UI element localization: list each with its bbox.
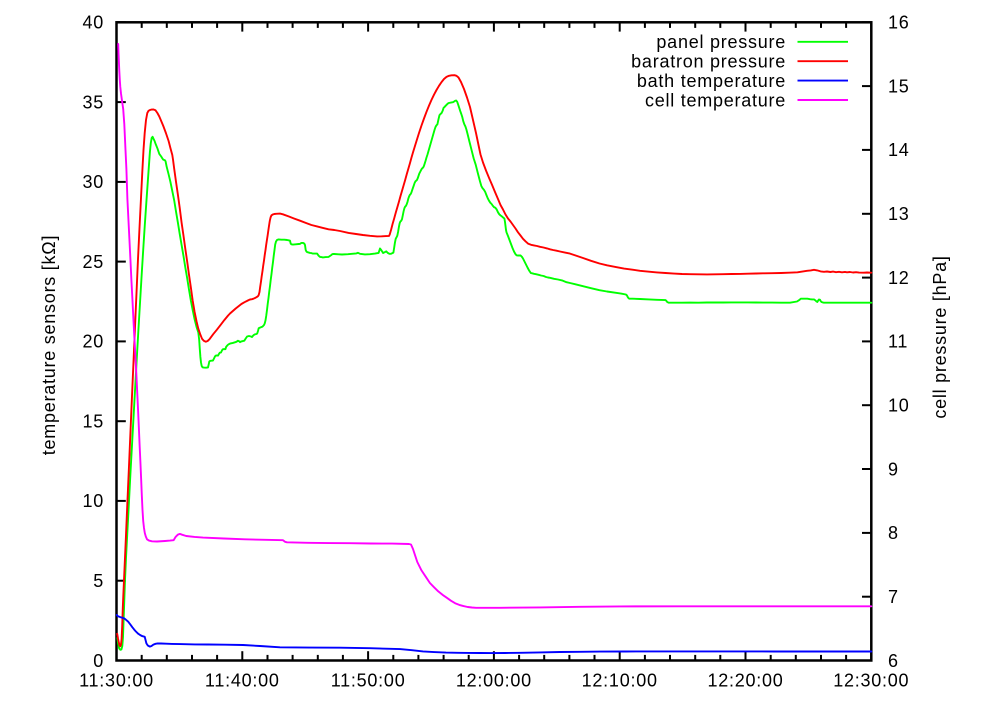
- svg-text:12:30:00: 12:30:00: [833, 671, 909, 691]
- svg-text:cell pressure [hPa]: cell pressure [hPa]: [930, 255, 950, 418]
- svg-text:25: 25: [82, 252, 104, 272]
- svg-text:11:40:00: 11:40:00: [205, 671, 280, 691]
- svg-text:15: 15: [888, 76, 910, 96]
- svg-text:5: 5: [93, 571, 104, 591]
- svg-text:13: 13: [888, 204, 910, 224]
- svg-text:11:50:00: 11:50:00: [331, 671, 406, 691]
- svg-text:40: 40: [82, 13, 104, 33]
- svg-text:35: 35: [82, 92, 104, 112]
- svg-text:7: 7: [888, 587, 899, 607]
- svg-text:temperature sensors [kΩ]: temperature sensors [kΩ]: [39, 235, 59, 456]
- svg-text:panel pressure: panel pressure: [656, 32, 786, 52]
- svg-text:12:10:00: 12:10:00: [582, 671, 658, 691]
- svg-text:8: 8: [888, 523, 899, 543]
- svg-text:11:30:00: 11:30:00: [79, 671, 154, 691]
- svg-text:bath temperature: bath temperature: [637, 71, 786, 91]
- svg-text:baratron pressure: baratron pressure: [631, 52, 786, 72]
- svg-text:10: 10: [888, 396, 910, 416]
- svg-text:12:20:00: 12:20:00: [707, 671, 783, 691]
- svg-text:cell temperature: cell temperature: [645, 90, 786, 110]
- svg-text:0: 0: [93, 651, 104, 671]
- svg-text:15: 15: [82, 412, 104, 432]
- svg-text:14: 14: [888, 140, 910, 160]
- svg-text:11: 11: [888, 332, 908, 352]
- svg-text:20: 20: [82, 332, 104, 352]
- svg-text:16: 16: [888, 13, 910, 33]
- svg-text:6: 6: [888, 651, 899, 671]
- svg-text:10: 10: [82, 491, 104, 511]
- svg-text:12:00:00: 12:00:00: [456, 671, 532, 691]
- svg-text:9: 9: [888, 459, 899, 479]
- svg-text:30: 30: [82, 172, 104, 192]
- svg-text:12: 12: [888, 268, 910, 288]
